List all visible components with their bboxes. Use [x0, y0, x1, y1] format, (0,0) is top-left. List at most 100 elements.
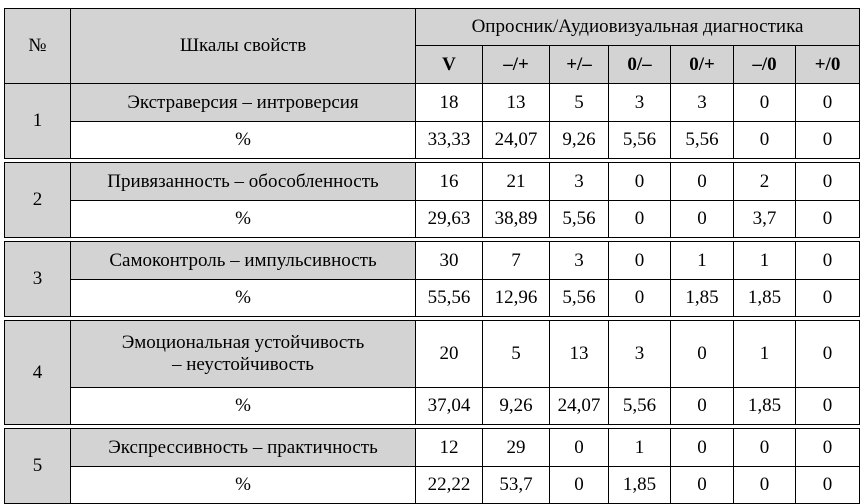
- percent-label: %: [70, 121, 416, 159]
- table-row-percent: % 22,22 53,7 0 1,85 0 0 0: [5, 466, 861, 504]
- percent-cell: 38,89: [482, 200, 550, 238]
- percent-cell: 12,96: [482, 279, 550, 317]
- percent-cell: 0: [733, 121, 796, 159]
- row-number: 3: [4, 241, 71, 317]
- row-number: 1: [4, 83, 71, 159]
- scale-name: Эмоциональная устойчивость – неустойчиво…: [70, 320, 416, 388]
- percent-cell: 24,07: [482, 121, 550, 159]
- percent-label: %: [70, 200, 416, 238]
- percent-cell: 37,04: [415, 387, 483, 425]
- percent-cell: 0: [733, 466, 796, 504]
- percent-cell: 0: [670, 200, 734, 238]
- percent-cell: 55,56: [415, 279, 483, 317]
- percent-cell: 5,56: [670, 121, 734, 159]
- header-col: +/0: [794, 45, 861, 84]
- table-row-percent: % 37,04 9,26 24,07 5,56 0 1,85 0: [5, 387, 861, 425]
- count-cell: 3: [549, 241, 609, 280]
- count-cell: 30: [415, 241, 483, 280]
- count-cell: 18: [415, 83, 483, 122]
- percent-cell: 3,7: [733, 200, 796, 238]
- count-cell: 12: [415, 428, 483, 467]
- count-cell: 0: [733, 428, 796, 467]
- row-number: 2: [4, 162, 71, 238]
- count-cell: 0: [608, 241, 671, 280]
- table-row-percent: % 33,33 24,07 9,26 5,56 5,56 0 0: [5, 121, 861, 159]
- percent-cell: 29,63: [415, 200, 483, 238]
- percent-cell: 5,56: [549, 279, 609, 317]
- percent-label: %: [70, 279, 416, 317]
- percent-cell: 0: [794, 121, 861, 159]
- percent-cell: 0: [549, 466, 609, 504]
- table-header: № Шкалы свойств Опросник/Аудиовизуальная…: [4, 8, 861, 84]
- table-row: 4 Эмоциональная устойчивость – неустойчив…: [4, 320, 861, 425]
- percent-cell: 0: [608, 279, 671, 317]
- percent-cell: 1,85: [670, 279, 734, 317]
- table-row-percent: % 55,56 12,96 5,56 0 1,85 1,85 0: [5, 279, 861, 317]
- percent-cell: 0: [794, 279, 861, 317]
- percent-cell: 5,56: [608, 121, 671, 159]
- scale-name: Привязанность – обособленность: [70, 162, 416, 201]
- percent-cell: 1,85: [733, 387, 796, 425]
- percent-label: %: [70, 466, 416, 504]
- count-cell: 0: [733, 83, 796, 122]
- header-col: V: [415, 45, 483, 84]
- scale-name: Экспрессивность – практичность: [70, 428, 416, 467]
- count-cell: 0: [794, 83, 861, 122]
- count-cell: 5: [482, 320, 550, 388]
- percent-cell: 9,26: [482, 387, 550, 425]
- percent-cell: 0: [670, 466, 734, 504]
- row-number: 4: [4, 320, 71, 425]
- scale-name: Самоконтроль – импульсивность: [70, 241, 416, 280]
- percent-cell: 5,56: [608, 387, 671, 425]
- percent-cell: 33,33: [415, 121, 483, 159]
- header-col: 0/–: [608, 45, 671, 84]
- count-cell: 16: [415, 162, 483, 201]
- count-cell: 3: [608, 320, 671, 388]
- percent-cell: 1,85: [608, 466, 671, 504]
- percent-cell: 9,26: [549, 121, 609, 159]
- scales-table: № Шкалы свойств Опросник/Аудиовизуальная…: [4, 8, 861, 504]
- scale-name: Экстраверсия – интроверсия: [70, 83, 416, 122]
- count-cell: 0: [794, 320, 861, 388]
- percent-cell: 24,07: [549, 387, 609, 425]
- count-cell: 0: [670, 320, 734, 388]
- header-num: №: [4, 8, 71, 84]
- count-cell: 13: [549, 320, 609, 388]
- header-col: –/+: [482, 45, 550, 84]
- table-row: 5 Экспрессивность – практичность 12 29 0 1 0 0 0: [4, 428, 861, 504]
- percent-cell: 5,56: [549, 200, 609, 238]
- table-body: 1 Экстраверсия – интроверсия 18 13 5 3 3 0 0% 33,…: [4, 83, 861, 504]
- count-cell: 13: [482, 83, 550, 122]
- count-cell: 5: [549, 83, 609, 122]
- percent-cell: 22,22: [415, 466, 483, 504]
- percent-cell: 53,7: [482, 466, 550, 504]
- count-cell: 0: [549, 428, 609, 467]
- count-cell: 0: [794, 428, 861, 467]
- header-col: +/–: [549, 45, 609, 84]
- percent-cell: 0: [670, 387, 734, 425]
- row-number: 5: [4, 428, 71, 504]
- count-cell: 29: [482, 428, 550, 467]
- count-cell: 0: [794, 241, 861, 280]
- percent-cell: 0: [794, 387, 861, 425]
- percent-cell: 0: [794, 200, 861, 238]
- count-cell: 0: [670, 428, 734, 467]
- count-cell: 0: [794, 162, 861, 201]
- table-row: 1 Экстраверсия – интроверсия 18 13 5 3 3 0 0: [4, 83, 861, 159]
- count-cell: 3: [549, 162, 609, 201]
- count-cell: 1: [733, 320, 796, 388]
- table-container: № Шкалы свойств Опросник/Аудиовизуальная…: [4, 8, 861, 504]
- percent-cell: 0: [794, 466, 861, 504]
- percent-label: %: [70, 387, 416, 425]
- count-cell: 1: [608, 428, 671, 467]
- header-group: Опросник/Аудиовизуальная диагностика: [414, 8, 861, 46]
- table-row: 2 Привязанность – обособленность 16 21 3 0 0 2 0: [4, 162, 861, 238]
- count-cell: 3: [608, 83, 671, 122]
- count-cell: 1: [733, 241, 796, 280]
- count-cell: 7: [482, 241, 550, 280]
- table-row: 3 Самоконтроль – импульсивность 30 7 3 0 1 1 0: [4, 241, 861, 317]
- percent-cell: 1,85: [733, 279, 796, 317]
- header-scales: Шкалы свойств: [70, 8, 416, 84]
- count-cell: 0: [670, 162, 734, 201]
- count-cell: 0: [608, 162, 671, 201]
